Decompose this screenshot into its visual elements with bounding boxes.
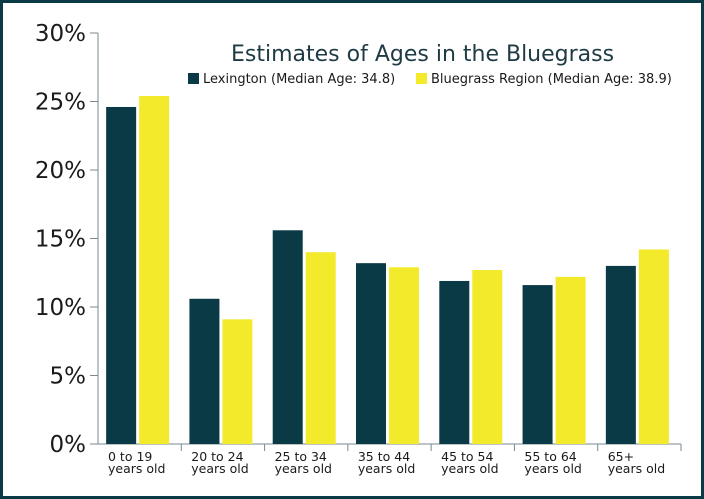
x-tick-label: years old — [608, 461, 665, 476]
x-tick-label: 20 to 24 — [191, 449, 243, 464]
bar-lexington-5 — [522, 285, 553, 444]
x-tick-label: years old — [275, 461, 332, 476]
x-tick-label: years old — [441, 461, 498, 476]
x-tick-label: years old — [524, 461, 581, 476]
bars — [106, 96, 669, 445]
y-tick-label: 25% — [35, 90, 86, 116]
legend-label: Bluegrass Region (Median Age: 38.9) — [431, 72, 672, 87]
axes: 0% 5% 10% 15% 20% 25% 30% — [35, 21, 682, 458]
x-tick-label: 55 to 64 — [524, 449, 576, 464]
legend-swatch — [188, 73, 199, 84]
bar-lexington-2 — [272, 230, 303, 444]
y-tick-label: 0% — [50, 432, 87, 458]
bar-lexington-6 — [605, 265, 636, 444]
x-tick-label: 35 to 44 — [358, 449, 410, 464]
bar-lexington-1 — [189, 298, 220, 444]
x-tick-label: years old — [108, 461, 165, 476]
bar-lexington-4 — [439, 280, 470, 444]
x-tick-label: years old — [358, 461, 415, 476]
y-tick-label: 5% — [50, 364, 87, 390]
bar-bluegrass-region-3 — [389, 267, 419, 444]
x-tick-label: 65+ — [608, 449, 634, 464]
bar-lexington-3 — [356, 263, 386, 444]
y-tick-label: 20% — [35, 158, 86, 184]
x-tick-label: 45 to 54 — [441, 449, 493, 464]
x-tick-label: years old — [191, 461, 248, 476]
bar-bluegrass-region-5 — [555, 276, 586, 444]
bar-bluegrass-region-6 — [638, 249, 669, 444]
legend-swatch — [416, 73, 427, 84]
bar-bluegrass-region-1 — [222, 319, 253, 444]
x-tick-label: 0 to 19 — [108, 449, 152, 464]
legend-label: Lexington (Median Age: 34.8) — [203, 72, 395, 87]
y-tick-label: 10% — [35, 295, 86, 321]
bar-lexington-0 — [106, 106, 137, 444]
bar-bluegrass-region-2 — [305, 252, 336, 444]
bar-chart: Estimates of Ages in the Bluegrass Lexin… — [35, 21, 682, 476]
y-tick-label: 15% — [35, 227, 86, 253]
bar-bluegrass-region-0 — [139, 96, 170, 445]
legend: Lexington (Median Age: 34.8) Bluegrass Re… — [188, 72, 672, 87]
chart-title: Estimates of Ages in the Bluegrass — [231, 42, 614, 67]
bar-bluegrass-region-4 — [472, 270, 503, 444]
y-tick-label: 30% — [35, 21, 86, 47]
x-tick-label: 25 to 34 — [275, 449, 327, 464]
